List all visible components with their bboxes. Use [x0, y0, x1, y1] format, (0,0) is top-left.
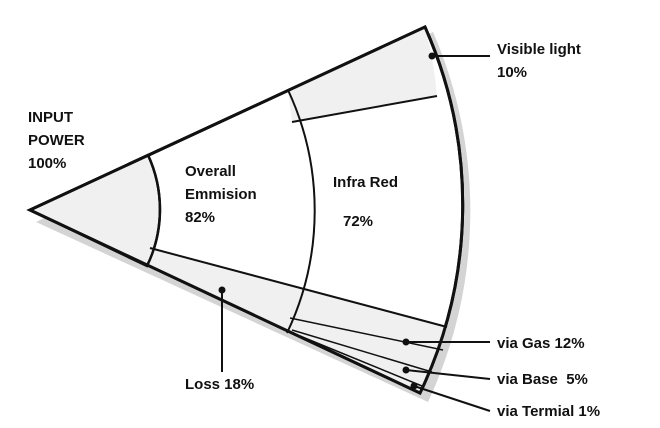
divider	[289, 317, 444, 351]
connector-dot	[428, 52, 436, 60]
label: Emmision	[185, 186, 257, 203]
connector	[413, 385, 491, 412]
label: 82%	[185, 209, 215, 226]
connector	[405, 369, 491, 380]
connector-dot	[410, 382, 418, 390]
sector-outline	[26, 24, 465, 395]
label: via Termial 1%	[497, 403, 600, 420]
arc-inner	[145, 154, 162, 267]
divider	[291, 95, 438, 123]
connector-dot	[402, 338, 410, 346]
label: POWER	[28, 132, 85, 149]
visible-region	[288, 27, 437, 122]
label: Loss 18%	[185, 376, 254, 393]
label: 10%	[497, 64, 527, 81]
loss-region	[147, 248, 447, 393]
divider	[299, 335, 423, 387]
connector-dot	[402, 366, 410, 374]
label: 72%	[343, 213, 373, 230]
label: via Base 5%	[497, 371, 588, 388]
label: 100%	[28, 155, 66, 172]
label: Infra Red	[333, 174, 398, 191]
divider	[291, 329, 433, 373]
label: Overall	[185, 163, 236, 180]
label: Visible light	[497, 41, 581, 58]
divider	[149, 247, 448, 328]
label: via Gas 12%	[497, 335, 585, 352]
label: INPUT	[28, 109, 73, 126]
connector-dot	[218, 286, 226, 294]
